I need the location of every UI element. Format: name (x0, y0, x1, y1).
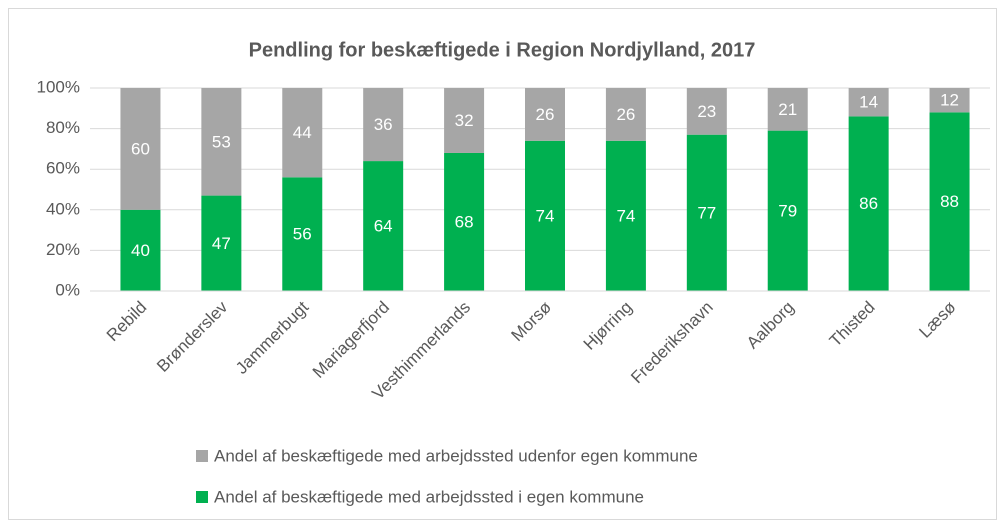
legend-label: Andel af beskæftigede med arbejdssted ud… (214, 446, 698, 465)
data-label: 23 (697, 102, 716, 121)
bar-segment (525, 88, 565, 141)
data-label: 53 (212, 132, 231, 151)
data-label: 74 (616, 206, 635, 225)
y-tick-label: 0% (55, 280, 80, 299)
y-tick-label: 80% (46, 118, 80, 137)
y-tick-label: 20% (46, 240, 80, 259)
data-label: 40 (131, 241, 150, 260)
data-label: 79 (778, 201, 797, 220)
data-label: 21 (778, 100, 797, 119)
bar-segment (444, 88, 485, 153)
bar-segment (929, 112, 970, 291)
data-label: 74 (536, 206, 555, 225)
data-label: 56 (293, 225, 312, 244)
bar-segment (767, 130, 808, 291)
data-label: 47 (212, 234, 231, 253)
data-label: 86 (859, 194, 878, 213)
bar-segment (848, 88, 889, 117)
bar-segment (525, 140, 565, 291)
bar-segment (201, 195, 242, 291)
bar-segment (767, 88, 808, 131)
data-label: 88 (940, 192, 959, 211)
legend-swatch (196, 491, 208, 503)
bar-segment (120, 88, 161, 210)
y-tick-label: 60% (46, 159, 80, 178)
bar-segment (605, 88, 646, 141)
data-label: 44 (293, 123, 312, 142)
legend-label: Andel af beskæftigede med arbejdssted i … (214, 487, 644, 506)
data-label: 36 (374, 115, 393, 134)
bar-segment (686, 134, 727, 291)
bar-segment (120, 209, 161, 291)
bar-segment (605, 140, 646, 291)
bar-segment (201, 88, 242, 196)
bar-segment (686, 88, 727, 135)
data-label: 60 (131, 139, 150, 158)
bar-segment (363, 88, 404, 162)
bar-segment (848, 116, 889, 291)
data-label: 14 (859, 93, 878, 112)
data-label: 64 (374, 217, 393, 236)
bar-segment (444, 152, 485, 291)
y-tick-label: 100% (37, 77, 80, 96)
bar-segment (363, 161, 404, 291)
data-label: 26 (536, 105, 555, 124)
chart-title: Pendling for beskæftigede i Region Nordj… (249, 39, 756, 61)
y-tick-label: 40% (46, 199, 80, 218)
bar-segment (282, 177, 323, 291)
data-label: 12 (940, 91, 959, 110)
data-label: 68 (455, 212, 474, 231)
bar-segment (929, 88, 970, 113)
legend-swatch (196, 450, 208, 462)
data-label: 26 (616, 105, 635, 124)
bar-segment (282, 88, 323, 178)
data-label: 77 (697, 203, 716, 222)
data-label: 32 (455, 111, 474, 130)
chart-border (8, 8, 997, 520)
